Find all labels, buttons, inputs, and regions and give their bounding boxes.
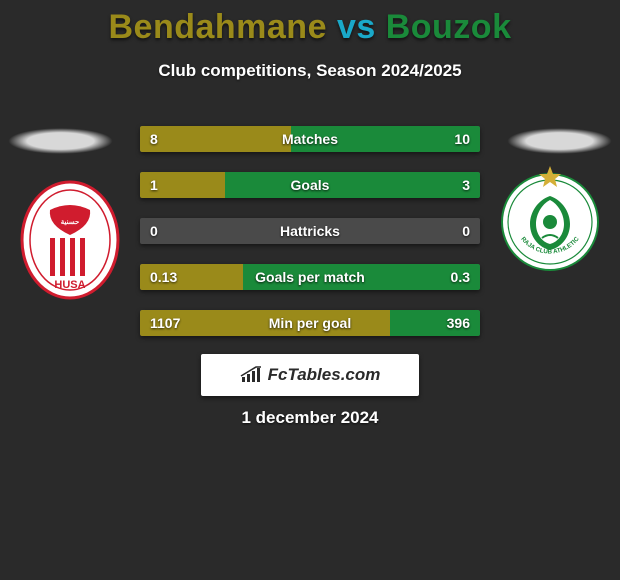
bar-row: 0.130.3Goals per match [140,264,480,290]
bar-label: Goals [140,172,480,198]
badge-left-label: HUSA [54,279,85,291]
footer-date: 1 december 2024 [0,408,620,428]
vs-separator: vs [337,8,376,46]
player1-name: Bendahmane [108,8,327,46]
comparison-bars: 810Matches 13Goals 00Hattricks 0.130.3Goals… [140,126,480,356]
player2-name: Bouzok [386,8,512,46]
bar-row: 00Hattricks [140,218,480,244]
bar-label: Matches [140,126,480,152]
bar-row: 13Goals [140,172,480,198]
brand-text: FcTables.com [268,365,381,385]
svg-text:حسنية: حسنية [61,219,80,226]
brand-chart-icon [240,366,262,384]
bar-label: Min per goal [140,310,480,336]
subtitle: Club competitions, Season 2024/2025 [0,61,620,81]
brand-box: FcTables.com [201,354,419,396]
club-badge-left: حسنية HUSA [20,180,120,300]
badge-shadow-right [507,128,612,154]
badge-shadow-left [8,128,113,154]
bar-row: 1107396Min per goal [140,310,480,336]
page-title: Bendahmane vs Bouzok [0,0,620,47]
bar-row: 810Matches [140,126,480,152]
club-badge-right: RAJA CLUB ATHLETIC [500,160,600,280]
bar-label: Hattricks [140,218,480,244]
bar-label: Goals per match [140,264,480,290]
